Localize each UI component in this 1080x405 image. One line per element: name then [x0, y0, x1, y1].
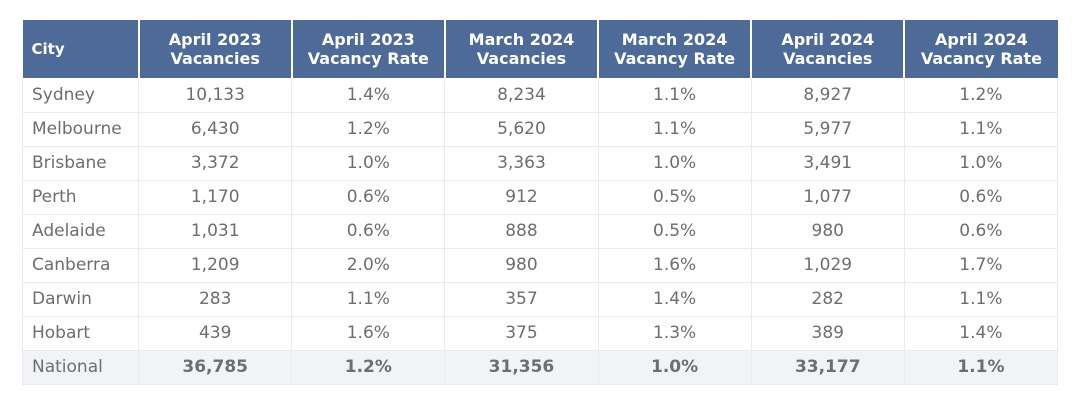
- city-cell: National: [21, 350, 140, 385]
- table-cell: 1,209: [138, 248, 293, 283]
- table-cell: 1.1%: [598, 112, 752, 147]
- city-cell: Sydney: [21, 78, 140, 113]
- table-row: Sydney 10,133 1.4% 8,234 1.1% 8,927 1.2%: [21, 78, 1059, 113]
- table-cell: 1.1%: [904, 112, 1059, 147]
- vacancy-table: City April 2023 Vacancies April 2023 Vac…: [21, 20, 1059, 385]
- table-cell: 10,133: [138, 78, 293, 113]
- total-cell: 1.0%: [598, 350, 752, 385]
- table-cell: 1.1%: [904, 282, 1059, 317]
- table-cell: 5,977: [751, 112, 905, 147]
- column-header-city: City: [22, 20, 140, 78]
- table-row: Perth 1,170 0.6% 912 0.5% 1,077 0.6%: [21, 180, 1059, 215]
- total-cell: 1.1%: [904, 350, 1059, 385]
- column-header-line: Vacancies: [170, 49, 260, 68]
- total-cell: 1.2%: [291, 350, 446, 385]
- total-cell: 36,785: [138, 350, 293, 385]
- city-cell: Adelaide: [21, 214, 140, 249]
- table-row: Darwin 283 1.1% 357 1.4% 282 1.1%: [21, 282, 1059, 317]
- table-header: City April 2023 Vacancies April 2023 Vac…: [22, 20, 1058, 78]
- table-cell: 0.6%: [291, 180, 446, 215]
- city-cell: Canberra: [21, 248, 140, 283]
- vacancy-table-container: City April 2023 Vacancies April 2023 Vac…: [21, 20, 1059, 385]
- header-row: City April 2023 Vacancies April 2023 Vac…: [22, 20, 1058, 78]
- table-row: Melbourne 6,430 1.2% 5,620 1.1% 5,977 1.…: [21, 112, 1059, 147]
- table-row: Brisbane 3,372 1.0% 3,363 1.0% 3,491 1.0…: [21, 146, 1059, 181]
- table-row: Adelaide 1,031 0.6% 888 0.5% 980 0.6%: [21, 214, 1059, 249]
- city-cell: Hobart: [21, 316, 140, 351]
- city-cell: Brisbane: [21, 146, 140, 181]
- table-cell: 1.4%: [598, 282, 752, 317]
- table-cell: 283: [138, 282, 293, 317]
- table-cell: 1.0%: [904, 146, 1059, 181]
- column-header-apr2023-vacancy-rate: April 2023 Vacancy Rate: [291, 20, 446, 78]
- city-cell: Perth: [21, 180, 140, 215]
- table-cell: 980: [751, 214, 905, 249]
- column-header-apr2023-vacancies: April 2023 Vacancies: [138, 20, 293, 78]
- table-cell: 3,372: [138, 146, 293, 181]
- table-cell: 1.4%: [291, 78, 446, 113]
- column-header-line: Vacancy Rate: [920, 49, 1042, 68]
- table-cell: 1,031: [138, 214, 293, 249]
- column-header-line: April 2024: [935, 30, 1028, 49]
- total-cell: 33,177: [751, 350, 905, 385]
- column-header-line: Vacancy Rate: [614, 49, 736, 68]
- city-cell: Darwin: [21, 282, 140, 317]
- table-cell: 8,234: [444, 78, 599, 113]
- table-cell: 0.5%: [598, 180, 752, 215]
- table-cell: 1,029: [751, 248, 905, 283]
- table-cell: 1.2%: [904, 78, 1059, 113]
- column-header-line: Vacancies: [476, 49, 567, 68]
- table-cell: 0.6%: [291, 214, 446, 249]
- table-cell: 1.6%: [291, 316, 446, 351]
- table-row: Canberra 1,209 2.0% 980 1.6% 1,029 1.7%: [21, 248, 1059, 283]
- table-cell: 3,363: [444, 146, 599, 181]
- table-cell: 375: [444, 316, 599, 351]
- column-header-line: Vacancy Rate: [307, 49, 429, 68]
- table-cell: 1.0%: [291, 146, 446, 181]
- table-cell: 282: [751, 282, 905, 317]
- table-cell: 3,491: [751, 146, 905, 181]
- table-cell: 0.6%: [904, 214, 1059, 249]
- table-cell: 1.1%: [291, 282, 446, 317]
- column-header-line: April 2023: [168, 30, 262, 49]
- column-header-mar2024-vacancy-rate: March 2024 Vacancy Rate: [598, 20, 753, 78]
- column-header-mar2024-vacancies: March 2024 Vacancies: [444, 20, 600, 78]
- table-cell: 1.1%: [598, 78, 752, 113]
- table-cell: 357: [444, 282, 599, 317]
- column-header-line: April 2023: [321, 30, 415, 49]
- table-cell: 6,430: [138, 112, 293, 147]
- table-cell: 8,927: [751, 78, 905, 113]
- table-cell: 2.0%: [291, 248, 446, 283]
- national-total-row: National 36,785 1.2% 31,356 1.0% 33,177 …: [21, 350, 1059, 385]
- table-cell: 439: [138, 316, 293, 351]
- table-cell: 0.6%: [904, 180, 1059, 215]
- column-header-line: April 2024: [781, 30, 875, 49]
- table-cell: 1,077: [751, 180, 905, 215]
- table-cell: 1,170: [138, 180, 293, 215]
- column-header-apr2024-vacancy-rate: April 2024 Vacancy Rate: [904, 20, 1058, 78]
- total-cell: 31,356: [444, 350, 599, 385]
- table-row: Hobart 439 1.6% 375 1.3% 389 1.4%: [21, 316, 1059, 351]
- table-body: Sydney 10,133 1.4% 8,234 1.1% 8,927 1.2%…: [21, 78, 1059, 385]
- column-header-line: City: [31, 39, 65, 58]
- column-header-apr2024-vacancies: April 2024 Vacancies: [751, 20, 906, 78]
- city-cell: Melbourne: [21, 112, 140, 147]
- column-header-line: March 2024: [468, 30, 575, 49]
- table-cell: 1.6%: [598, 248, 752, 283]
- table-cell: 5,620: [444, 112, 599, 147]
- table-cell: 1.3%: [598, 316, 752, 351]
- table-cell: 0.5%: [598, 214, 752, 249]
- table-cell: 980: [444, 248, 599, 283]
- table-cell: 1.7%: [904, 248, 1059, 283]
- table-cell: 912: [444, 180, 599, 215]
- column-header-line: March 2024: [621, 30, 728, 49]
- table-cell: 1.4%: [904, 316, 1059, 351]
- table-cell: 1.2%: [291, 112, 446, 147]
- column-header-line: Vacancies: [783, 49, 873, 68]
- table-cell: 888: [444, 214, 599, 249]
- table-cell: 389: [751, 316, 905, 351]
- table-cell: 1.0%: [598, 146, 752, 181]
